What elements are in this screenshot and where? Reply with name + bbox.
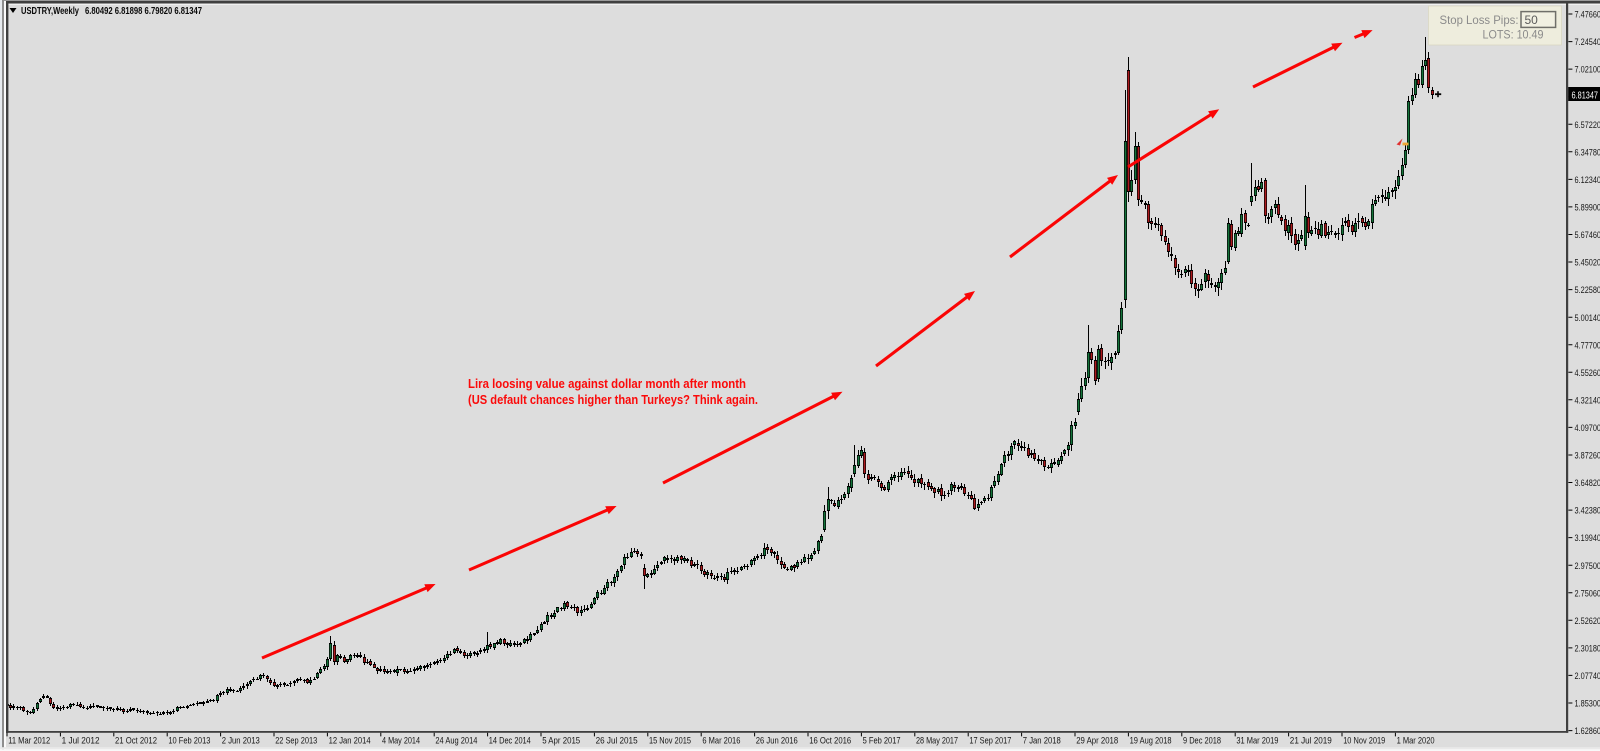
svg-text:2.30180: 2.30180 xyxy=(1575,644,1600,655)
svg-text:6.34780: 6.34780 xyxy=(1575,147,1600,158)
svg-text:2 Jun 2013: 2 Jun 2013 xyxy=(222,736,260,747)
svg-text:5 Feb 2017: 5 Feb 2017 xyxy=(863,736,901,747)
svg-text:19 Aug 2018: 19 Aug 2018 xyxy=(1130,736,1172,747)
svg-text:11 Mar 2012: 11 Mar 2012 xyxy=(8,736,50,747)
svg-text:6.81347: 6.81347 xyxy=(1572,90,1599,101)
svg-text:5.67460: 5.67460 xyxy=(1575,230,1600,241)
svg-text:17 Sep 2017: 17 Sep 2017 xyxy=(969,736,1011,747)
svg-text:15 Nov 2015: 15 Nov 2015 xyxy=(649,736,691,747)
svg-text:3.64820: 3.64820 xyxy=(1575,478,1600,489)
svg-text:10 Feb 2013: 10 Feb 2013 xyxy=(168,736,210,747)
svg-text:14 Dec 2014: 14 Dec 2014 xyxy=(489,736,532,747)
svg-text:4.55260: 4.55260 xyxy=(1575,368,1600,379)
svg-text:LOTS: 10.49: LOTS: 10.49 xyxy=(1483,28,1544,42)
svg-text:7 Jan 2018: 7 Jan 2018 xyxy=(1023,736,1061,747)
svg-text:7.02100: 7.02100 xyxy=(1575,65,1600,76)
svg-text:1.62860: 1.62860 xyxy=(1575,726,1600,737)
svg-text:3.87260: 3.87260 xyxy=(1575,451,1600,462)
svg-text:26 Jul 2015: 26 Jul 2015 xyxy=(596,736,638,747)
svg-text:4.32140: 4.32140 xyxy=(1575,395,1600,406)
svg-text:5.89900: 5.89900 xyxy=(1575,203,1600,214)
svg-text:USDTRY,Weekly: USDTRY,Weekly xyxy=(21,5,79,17)
svg-text:1 Mar 2020: 1 Mar 2020 xyxy=(1397,736,1435,747)
svg-text:6.12340: 6.12340 xyxy=(1575,175,1600,186)
svg-text:5.45020: 5.45020 xyxy=(1575,258,1600,269)
svg-text:4 May 2014: 4 May 2014 xyxy=(382,736,420,747)
svg-text:50: 50 xyxy=(1525,13,1539,27)
svg-text:2.75060: 2.75060 xyxy=(1575,588,1600,599)
svg-text:Stop Loss Pips:: Stop Loss Pips: xyxy=(1440,13,1519,27)
svg-text:16 Oct 2016: 16 Oct 2016 xyxy=(809,736,851,747)
svg-text:5.22580: 5.22580 xyxy=(1575,285,1600,296)
svg-text:21 Oct 2012: 21 Oct 2012 xyxy=(115,736,157,747)
svg-text:10 Nov 2019: 10 Nov 2019 xyxy=(1343,736,1385,747)
svg-text:1.85300: 1.85300 xyxy=(1575,699,1600,710)
svg-text:6 Mar 2016: 6 Mar 2016 xyxy=(702,736,740,747)
svg-text:2.97500: 2.97500 xyxy=(1575,561,1600,572)
svg-text:26 Jun 2016: 26 Jun 2016 xyxy=(756,736,798,747)
svg-text:4.09700: 4.09700 xyxy=(1575,423,1600,434)
svg-text:21 Jul 2019: 21 Jul 2019 xyxy=(1290,736,1332,747)
svg-text:29 Apr 2018: 29 Apr 2018 xyxy=(1076,736,1118,747)
svg-text:2.52620: 2.52620 xyxy=(1575,616,1600,627)
svg-text:6.57220: 6.57220 xyxy=(1575,120,1600,131)
svg-text:28 May 2017: 28 May 2017 xyxy=(916,736,958,747)
svg-text:4.77700: 4.77700 xyxy=(1575,340,1600,351)
svg-text:22 Sep 2013: 22 Sep 2013 xyxy=(275,736,317,747)
svg-text:6.80492 6.81898 6.79820 6.8134: 6.80492 6.81898 6.79820 6.81347 xyxy=(85,5,202,17)
svg-text:3.42380: 3.42380 xyxy=(1575,506,1600,517)
svg-text:12 Jan 2014: 12 Jan 2014 xyxy=(329,736,372,747)
svg-text:7.24540: 7.24540 xyxy=(1575,37,1600,48)
svg-text:1 Jul 2012: 1 Jul 2012 xyxy=(62,736,100,747)
svg-text:2.07740: 2.07740 xyxy=(1575,671,1600,682)
svg-text:5.00140: 5.00140 xyxy=(1575,313,1600,324)
svg-text:(US default chances higher tha: (US default chances higher than Turkeys?… xyxy=(468,393,758,407)
svg-text:5 Apr 2015: 5 Apr 2015 xyxy=(542,736,580,747)
svg-text:24 Aug 2014: 24 Aug 2014 xyxy=(435,736,478,747)
svg-text:7.47660: 7.47660 xyxy=(1575,10,1600,21)
svg-text:9 Dec 2018: 9 Dec 2018 xyxy=(1183,736,1221,747)
svg-text:3.19940: 3.19940 xyxy=(1575,533,1600,544)
svg-text:31 Mar 2019: 31 Mar 2019 xyxy=(1236,736,1278,747)
svg-text:Lira loosing value against dol: Lira loosing value against dollar month … xyxy=(468,377,746,391)
